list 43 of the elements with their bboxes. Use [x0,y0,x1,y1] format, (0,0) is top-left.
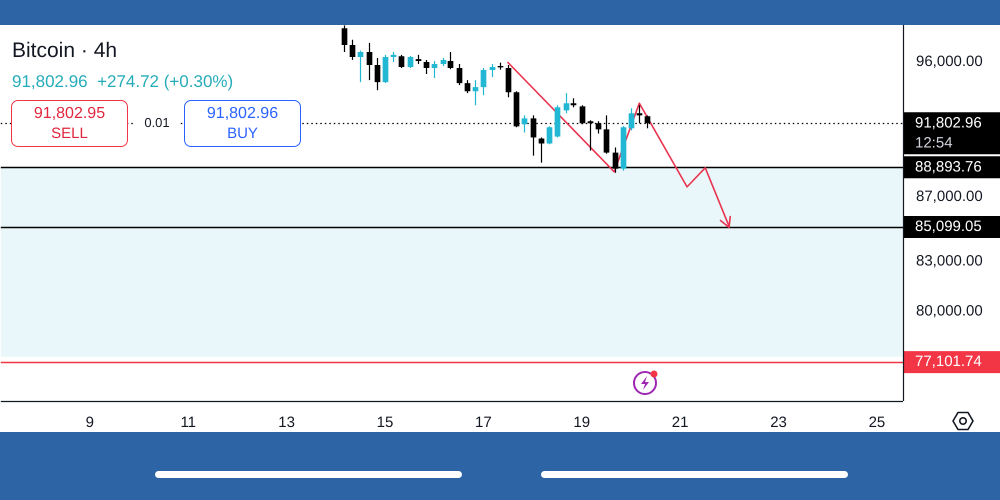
y-tick-label: 80,000.00 [916,302,983,320]
candlestick [390,51,396,63]
x-tick-label: 17 [475,414,492,432]
candlestick [358,50,364,83]
annotation: SELL [51,124,88,144]
ref-line-label: 77,101.74 [915,353,982,370]
candlestick [424,59,430,75]
text: Bitcoin · 4h [12,38,118,64]
candlestick [366,42,372,81]
candlestick [342,25,348,53]
ref-line-label: 88,893.76 [915,158,982,176]
ref-line-label: 91,802.96 12:54 [915,114,982,152]
x-tick-label: 9 [86,414,94,432]
candlestick [490,63,496,78]
candlestick [480,67,486,96]
candlestick [408,55,414,69]
text: 91,802.96 +274.72 (+0.30%) [12,71,234,93]
sell-button: 91,802.95 SELL [11,100,128,147]
annotation: 91,802.95 [34,104,106,124]
candlestick [416,54,422,65]
annotation: BUY [227,124,258,144]
candlestick [398,54,404,69]
x-tick-label: 13 [278,414,295,432]
candlestick [374,57,380,91]
x-tick-label: 25 [868,414,886,432]
x-tick-label: 19 [573,414,590,432]
x-tick-label: 11 [180,414,196,432]
candlestick [472,79,478,106]
annotation: 91,802.96 [206,104,278,124]
ref-line-label: 85,099.05 [915,218,982,236]
candlestick [432,60,438,79]
candlestick [350,39,356,60]
x-tick-label: 21 [672,414,688,432]
candlestick [448,51,454,70]
x-tick-label: 23 [770,414,787,432]
candlestick [456,63,462,86]
y-tick-label: 87,000.00 [916,188,983,205]
x-tick-label: 15 [376,414,394,432]
y-tick-label: 96,000.00 [916,53,983,70]
candlestick [464,79,470,94]
annotation: 0.01 [135,114,179,132]
y-tick-label: 83,000.00 [916,252,983,270]
buy-button: 91,802.96 BUY [184,100,301,147]
